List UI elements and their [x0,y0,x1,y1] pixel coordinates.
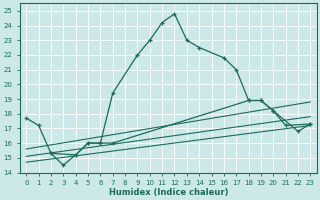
X-axis label: Humidex (Indice chaleur): Humidex (Indice chaleur) [108,188,228,197]
